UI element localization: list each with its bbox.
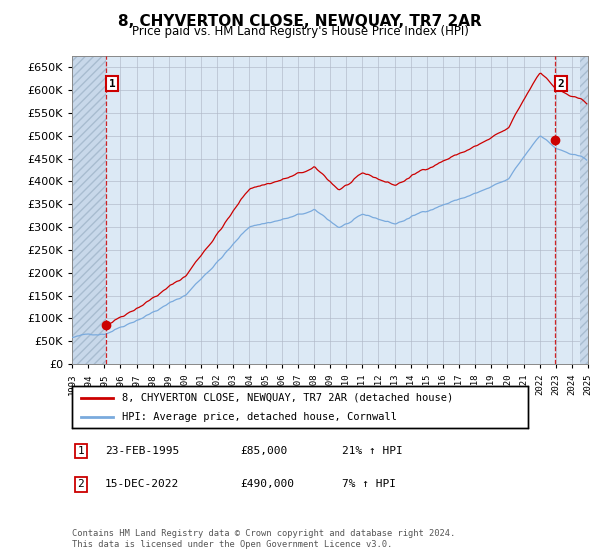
Bar <box>580 56 588 364</box>
Text: Contains HM Land Registry data © Crown copyright and database right 2024.
This d: Contains HM Land Registry data © Crown c… <box>72 529 455 549</box>
Text: 1: 1 <box>109 79 115 88</box>
Text: 15-DEC-2022: 15-DEC-2022 <box>105 479 179 489</box>
Bar <box>72 56 106 364</box>
Text: 21% ↑ HPI: 21% ↑ HPI <box>342 446 403 456</box>
Text: HPI: Average price, detached house, Cornwall: HPI: Average price, detached house, Corn… <box>122 412 397 422</box>
Text: £490,000: £490,000 <box>240 479 294 489</box>
Text: 2: 2 <box>77 479 85 489</box>
Text: 8, CHYVERTON CLOSE, NEWQUAY, TR7 2AR (detached house): 8, CHYVERTON CLOSE, NEWQUAY, TR7 2AR (de… <box>122 393 454 403</box>
Text: 8, CHYVERTON CLOSE, NEWQUAY, TR7 2AR: 8, CHYVERTON CLOSE, NEWQUAY, TR7 2AR <box>118 14 482 29</box>
Text: £85,000: £85,000 <box>240 446 287 456</box>
Text: Price paid vs. HM Land Registry's House Price Index (HPI): Price paid vs. HM Land Registry's House … <box>131 25 469 38</box>
Text: 2: 2 <box>557 79 564 88</box>
Text: 7% ↑ HPI: 7% ↑ HPI <box>342 479 396 489</box>
Text: 1: 1 <box>77 446 85 456</box>
Text: 23-FEB-1995: 23-FEB-1995 <box>105 446 179 456</box>
